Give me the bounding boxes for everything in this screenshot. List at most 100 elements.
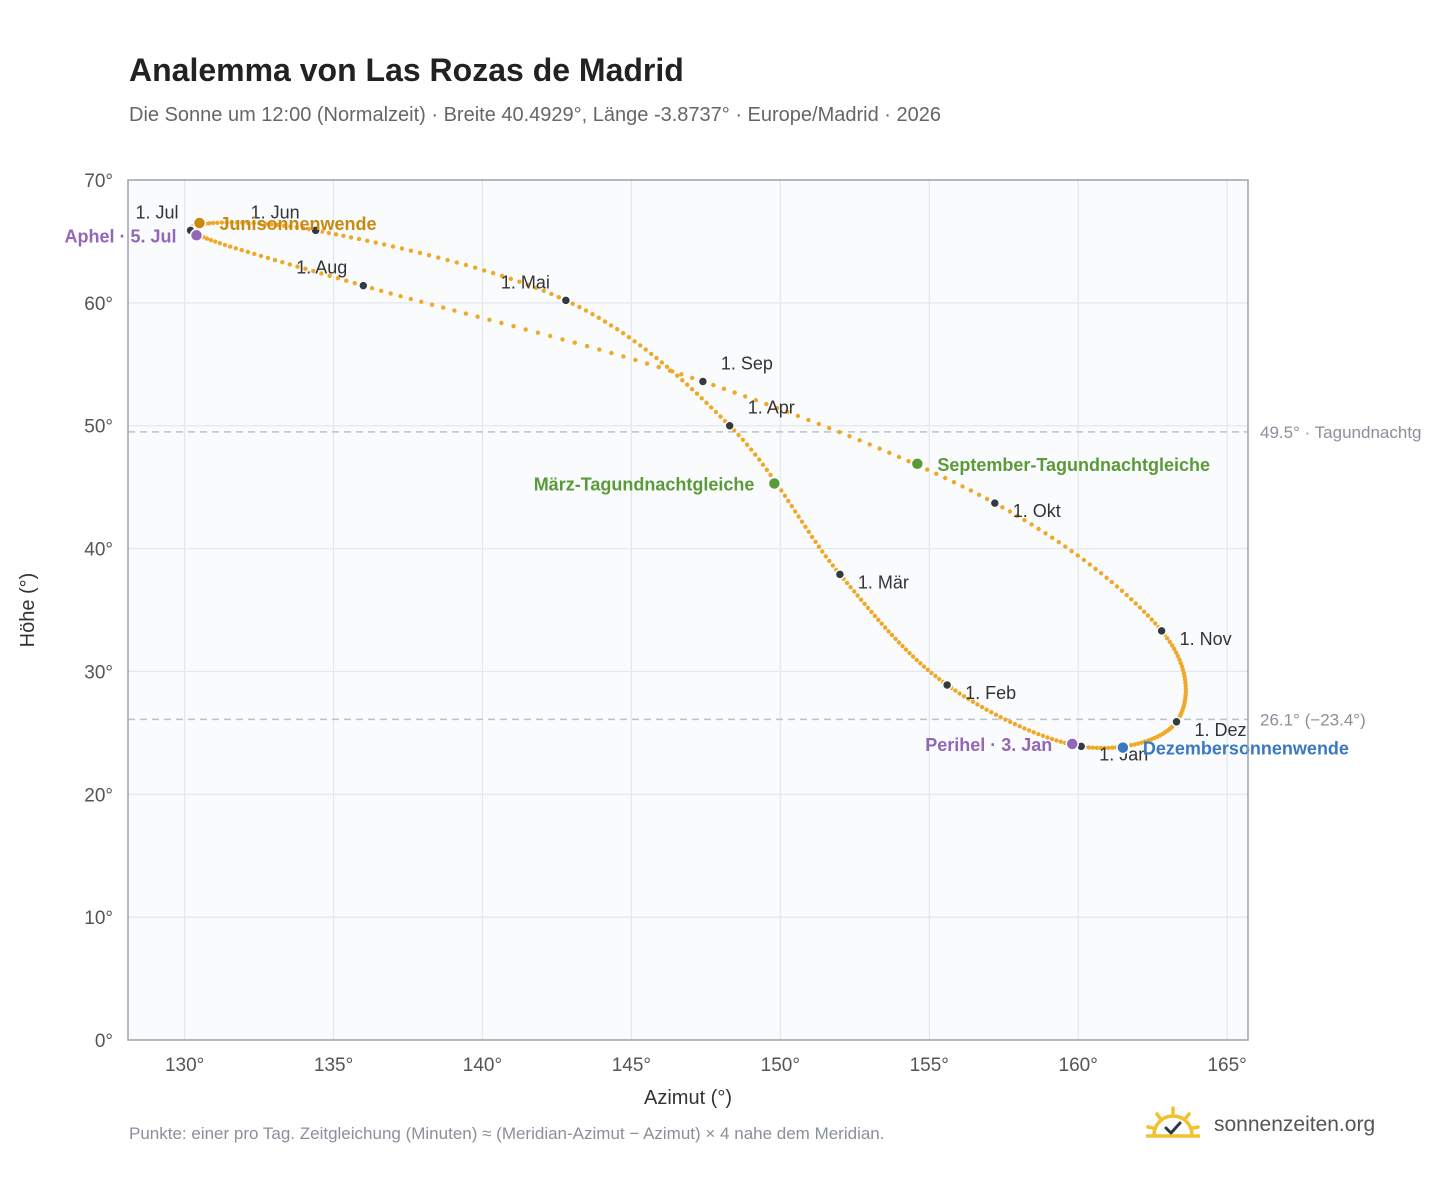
day-dot-45 xyxy=(889,632,895,638)
day-dot-65 xyxy=(820,549,825,554)
reference-line-label: 49.5° · Tagundnachtg xyxy=(1260,423,1422,442)
day-dot-201 xyxy=(287,262,292,267)
day-dot-203 xyxy=(303,266,308,271)
day-dot-5 xyxy=(1058,739,1064,744)
event-marker xyxy=(767,476,782,491)
day-dot-307 xyxy=(1175,653,1181,659)
day-dot-134 xyxy=(445,257,450,263)
day-dot-302 xyxy=(1165,636,1170,641)
day-dot-229 xyxy=(572,340,577,345)
day-dot-52 xyxy=(865,605,871,611)
day-dot-67 xyxy=(813,539,818,544)
day-dot-148 xyxy=(326,230,332,236)
day-dot-305 xyxy=(1172,646,1177,652)
x-tick-label: 135° xyxy=(314,1055,353,1076)
day-dot-12 xyxy=(1026,728,1032,733)
day-dot-26 xyxy=(961,694,967,699)
day-dot-101 xyxy=(675,373,680,378)
day-dot-208 xyxy=(344,278,349,283)
day-dot-37 xyxy=(918,661,923,666)
day-dot-95 xyxy=(704,400,709,405)
day-dot-352 xyxy=(1110,745,1115,750)
event-marker xyxy=(1116,740,1130,755)
day-dot-136 xyxy=(426,253,432,258)
day-dot-137 xyxy=(417,250,423,256)
day-dot-147 xyxy=(333,232,339,237)
day-dot-71 xyxy=(799,519,805,524)
day-dot-111 xyxy=(620,331,626,336)
event-label: Perihel · 3. Jan xyxy=(925,735,1052,755)
day-dot-145 xyxy=(348,235,354,240)
day-dot-296 xyxy=(1145,613,1151,618)
day-dot-47 xyxy=(883,625,888,630)
day-dot-199 xyxy=(272,257,278,263)
day-dot-230 xyxy=(584,343,590,349)
day-dot-200 xyxy=(280,260,285,265)
day-dot-236 xyxy=(656,364,661,370)
day-dot-152 xyxy=(300,226,306,231)
chart-subtitle: Die Sonne um 12:00 (Normalzeit) · Breite… xyxy=(129,104,942,126)
day-dot-51 xyxy=(869,609,874,615)
day-dot-157 xyxy=(269,222,274,227)
day-dot-57 xyxy=(848,585,853,590)
day-dot-55 xyxy=(855,593,860,598)
day-dot-41 xyxy=(903,647,909,652)
day-dot-16 xyxy=(1008,719,1013,725)
day-dot-205 xyxy=(319,271,324,276)
y-tick-label: 60° xyxy=(84,294,113,315)
day-dot-56 xyxy=(852,589,857,594)
day-dot-32 xyxy=(937,676,942,682)
day-dot-125 xyxy=(525,282,530,287)
month-label: 1. Feb xyxy=(965,683,1016,703)
month-label: 1. Jun xyxy=(251,202,300,222)
day-dot-116 xyxy=(590,312,595,317)
day-dot-159 xyxy=(257,221,262,226)
day-dot-242 xyxy=(721,386,727,391)
day-dot-133 xyxy=(454,260,459,265)
day-dot-188 xyxy=(208,237,214,243)
day-dot-105 xyxy=(654,355,659,361)
day-dot-126 xyxy=(517,279,522,284)
day-dot-81 xyxy=(764,467,769,472)
month-label: 1. Apr xyxy=(748,398,795,418)
day-dot-144 xyxy=(356,236,362,242)
day-dot-231 xyxy=(597,347,602,352)
event-marker xyxy=(192,216,207,230)
day-dot-21 xyxy=(984,707,989,712)
day-dot-193 xyxy=(233,246,238,251)
day-dot-58 xyxy=(844,580,850,586)
x-tick-label: 155° xyxy=(910,1055,949,1076)
day-dot-46 xyxy=(886,629,891,634)
day-dot-53 xyxy=(862,601,867,606)
month-label: 1. Mai xyxy=(501,272,550,292)
day-dot-66 xyxy=(816,544,822,549)
day-dot-269 xyxy=(984,496,990,502)
day-dot-221 xyxy=(475,314,480,319)
day-dot-258 xyxy=(887,450,892,455)
day-dot-238 xyxy=(679,372,684,377)
day-dot-36 xyxy=(921,664,927,669)
y-tick-label: 10° xyxy=(84,908,113,929)
sun-check-icon xyxy=(1146,1106,1200,1138)
day-dot-43 xyxy=(896,640,902,645)
day-dot-158 xyxy=(263,221,268,227)
day-dot-70 xyxy=(803,524,808,529)
day-dot-304 xyxy=(1169,643,1175,648)
day-dot-44 xyxy=(893,636,898,641)
day-dot-233 xyxy=(621,354,626,359)
day-dot-281 xyxy=(1069,548,1074,554)
day-dot-38 xyxy=(914,657,919,663)
brand-logo[interactable]: sonnenzeiten.org xyxy=(1146,1100,1375,1150)
plot-frame xyxy=(127,179,1249,1041)
day-dot-13 xyxy=(1022,726,1027,731)
day-dot-293 xyxy=(1133,601,1138,606)
day-dot-109 xyxy=(632,339,637,344)
day-dot-92 xyxy=(718,414,723,419)
day-dot-292 xyxy=(1129,597,1134,602)
day-dot-191 xyxy=(222,242,228,248)
day-dot-297 xyxy=(1149,617,1154,622)
day-dot-123 xyxy=(541,288,546,293)
event-markers: Junisonnenwende Dezembersonnenwende März-T… xyxy=(64,214,1348,759)
day-dot-264 xyxy=(943,475,948,481)
month-marker xyxy=(310,225,321,236)
